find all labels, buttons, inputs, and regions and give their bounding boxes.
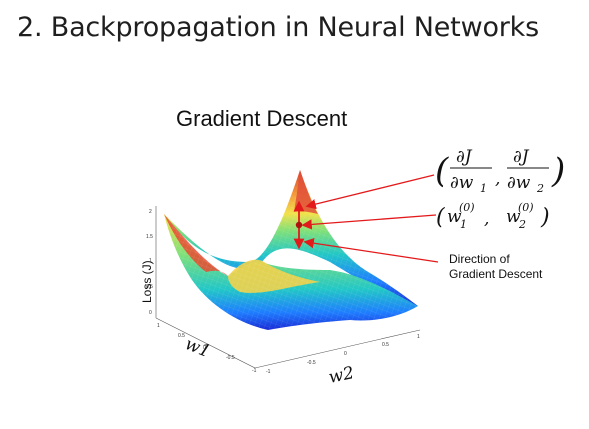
surface-peak <box>294 170 318 214</box>
w1-superscript: (0) <box>459 201 475 214</box>
point-formula: ( w (0) 1 , w (0) 2 ) <box>436 201 550 231</box>
current-point-marker <box>295 221 303 229</box>
w2-subscript: 2 <box>518 218 526 231</box>
open-paren: ( <box>435 151 449 191</box>
open-paren: ( <box>436 205 445 230</box>
z-tick-label: 0.5 <box>146 284 153 290</box>
surface-mesh <box>164 170 418 330</box>
w1-tick-label: -0.5 <box>226 355 235 361</box>
loss-surface <box>164 170 418 330</box>
w2-tick-label: 0.5 <box>382 342 389 348</box>
z-tick-label: 2 <box>149 209 152 215</box>
gradient-label-arrow <box>305 174 435 210</box>
z-axis-label: Loss (J) <box>140 260 154 303</box>
w2-tick-label: -1 <box>266 369 271 375</box>
point-label-arrow <box>301 214 437 230</box>
w2-tick-label: -0.5 <box>307 360 316 366</box>
dw-subscript-1: 1 <box>480 182 487 195</box>
z-tick-label: 1 <box>149 258 152 264</box>
z-ticks: 2 1.5 1 0.5 0 <box>146 209 153 316</box>
w1-axis-label: w1 <box>182 334 213 362</box>
direction-label-arrow <box>303 238 439 263</box>
w1-tick-label: 1 <box>157 323 160 329</box>
w2-tick-label: 1 <box>417 334 420 340</box>
w2-superscript: (0) <box>518 201 534 214</box>
direction-label-line2: Gradient Descent <box>449 267 543 281</box>
w1-ticks: 1 0.5 0 -0.5 -1 <box>157 323 257 374</box>
dj-numerator-1: ∂J <box>456 147 473 167</box>
dj-numerator-2: ∂J <box>513 147 530 167</box>
z-tick-label: 1.5 <box>146 234 153 240</box>
slide-title: 2. Backpropagation in Neural Networks <box>17 12 539 43</box>
gradient-annotations <box>293 174 439 263</box>
w2-ticks: -1 -0.5 0 0.5 1 <box>266 334 420 375</box>
w1-tick-label: 0 <box>203 345 206 351</box>
w1-tick-label: 0.5 <box>178 333 185 339</box>
comma: , <box>495 169 500 189</box>
z-tick-label: 0 <box>149 310 152 316</box>
figure-title: Gradient Descent <box>176 106 347 131</box>
dw-subscript-2: 2 <box>536 182 544 195</box>
comma: , <box>484 209 489 229</box>
gradient-formula: ( ∂J ∂w 1 , ∂J ∂w 2 ) <box>435 147 565 195</box>
w1-subscript: 1 <box>460 218 467 231</box>
direction-label-line1: Direction of <box>449 252 510 266</box>
close-paren: ) <box>540 205 550 230</box>
axes-frame <box>155 206 421 369</box>
w2-axis-label: w2 <box>327 363 356 388</box>
w1-symbol: w <box>447 207 462 227</box>
dw-denominator-2: ∂w <box>507 173 531 193</box>
dw-denominator-1: ∂w <box>450 173 474 193</box>
w1-tick-label: -1 <box>252 368 257 374</box>
w2-tick-label: 0 <box>344 351 347 357</box>
w2-symbol: w <box>506 207 521 227</box>
close-paren: ) <box>551 151 565 191</box>
